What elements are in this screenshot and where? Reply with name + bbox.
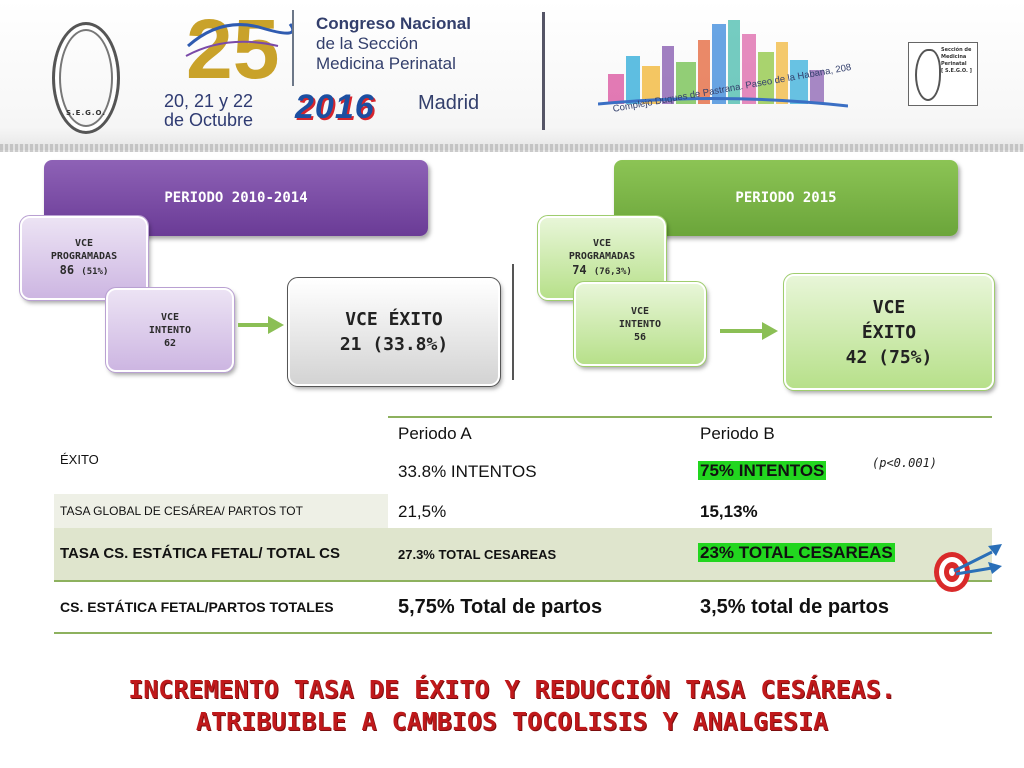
congress-title: Congreso Nacional de la Sección Medicina… [316, 14, 471, 74]
city-name: Madrid [418, 92, 480, 114]
madrid-skyline-graphic [598, 20, 848, 108]
programadas-value: 86 [59, 263, 75, 277]
table-cell-bg [388, 494, 688, 528]
period-a-intento-box: VCE INTENTO 62 [105, 287, 235, 373]
banner-bottom-border [0, 144, 1024, 152]
header-divider [542, 12, 545, 130]
table-rule [54, 632, 992, 634]
exito-value: 42 (75%) [845, 346, 933, 368]
table-cell-a: 27.3% TOTAL CESAREAS [398, 547, 557, 562]
year-2016-logo: 2016 [295, 88, 375, 126]
period-a-programadas-box: VCE PROGRAMADAS 86 (51%) [19, 215, 149, 301]
right-arrow-icon [238, 316, 284, 334]
table-cell-b: 3,5% total de partos [700, 596, 889, 618]
table-row: TASA GLOBAL DE CESÁREA/ PARTOS TOT 21,5%… [54, 494, 992, 528]
table-cell-a: 5,75% Total de partos [398, 596, 603, 618]
table-cell-b: 15,13% [700, 502, 758, 521]
programadas-value: 74 [572, 263, 587, 277]
table-cell-b: 23% TOTAL CESAREAS [698, 543, 895, 562]
conclusion-text: INCREMENTO TASA DE ÉXITO Y REDUCCIÓN TAS… [0, 674, 1024, 738]
anniversary-25-logo: 25 [185, 6, 292, 86]
table-row-label: CS. ESTÁTICA FETAL/PARTOS TOTALES [60, 599, 334, 615]
table-row-label: TASA GLOBAL DE CESÁREA/ PARTOS TOT [60, 504, 303, 518]
programadas-pct: (76,3%) [593, 267, 632, 277]
target-dart-icon [934, 544, 1002, 592]
table-rule [54, 416, 992, 418]
exito-label: VCE ÉXITO [345, 309, 443, 330]
fetus-icon [915, 49, 941, 101]
table-cell-a: 33.8% INTENTOS [398, 462, 537, 481]
exito-value: 21 (33.8%) [339, 334, 449, 355]
dates-line-2: de Octubre [164, 110, 254, 130]
sego-seal-logo: S.E.G.O. [52, 22, 120, 134]
intento-value: 62 [163, 337, 177, 349]
seal-text: S.E.G.O. [65, 109, 106, 117]
anniversary-number: 25 [186, 6, 279, 86]
period-b-exito-box: VCE ÉXITO 42 (75%) [783, 273, 995, 391]
header-banner: S.E.G.O. 25 20, 21 y 22 de Octubre 2016 … [0, 0, 1024, 152]
section-logo-text: Sección de Medicina Perinatal [ S.E.G.O.… [941, 47, 972, 74]
table-label-cell [54, 416, 388, 494]
event-dates: 20, 21 y 22 de Octubre [164, 92, 253, 130]
column-header-b: Periodo B [700, 424, 775, 443]
exito-label: VCE [872, 296, 906, 318]
conclusion-line-1: INCREMENTO TASA DE ÉXITO Y REDUCCIÓN TAS… [128, 675, 896, 704]
table-row-label: ÉXITO [60, 452, 99, 467]
column-header-a: Periodo A [398, 424, 472, 443]
period-a-exito-box: VCE ÉXITO 21 (33.8%) [287, 277, 501, 387]
intento-value: 56 [633, 331, 647, 343]
table-row: CS. ESTÁTICA FETAL/PARTOS TOTALES 5,75% … [54, 582, 992, 632]
header-divider [292, 10, 294, 86]
section-perinatal-logo: Sección de Medicina Perinatal [ S.E.G.O.… [908, 42, 978, 106]
period-b-intento-box: VCE INTENTO 56 [573, 281, 707, 367]
congress-line-1: Congreso Nacional [316, 14, 471, 33]
comparison-table: Periodo A Periodo B ÉXITO 33.8% INTENTOS… [54, 416, 992, 634]
period-divider [512, 264, 514, 380]
congress-line-2: de la Sección [316, 34, 419, 53]
exito-label: ÉXITO [861, 321, 917, 343]
congress-line-3: Medicina Perinatal [316, 54, 456, 73]
p-value: (p<0.001) [872, 456, 938, 470]
table-row-label: TASA CS. ESTÁTICA FETAL/ TOTAL CS [60, 545, 340, 562]
dates-line-1: 20, 21 y 22 [164, 91, 254, 111]
table-cell-bg [688, 494, 992, 528]
right-arrow-icon [720, 322, 778, 340]
table-row: TASA CS. ESTÁTICA FETAL/ TOTAL CS 27.3% … [54, 528, 992, 580]
table-cell-b: 75% INTENTOS [698, 461, 827, 480]
table-cell-a: 21,5% [398, 502, 447, 521]
period-b-header: PERIODO 2015 [614, 160, 958, 236]
table-rule [54, 580, 992, 582]
programadas-pct: (51%) [81, 267, 109, 277]
conclusion-line-2: ATRIBUIBLE A CAMBIOS TOCOLISIS Y ANALGES… [195, 707, 829, 736]
